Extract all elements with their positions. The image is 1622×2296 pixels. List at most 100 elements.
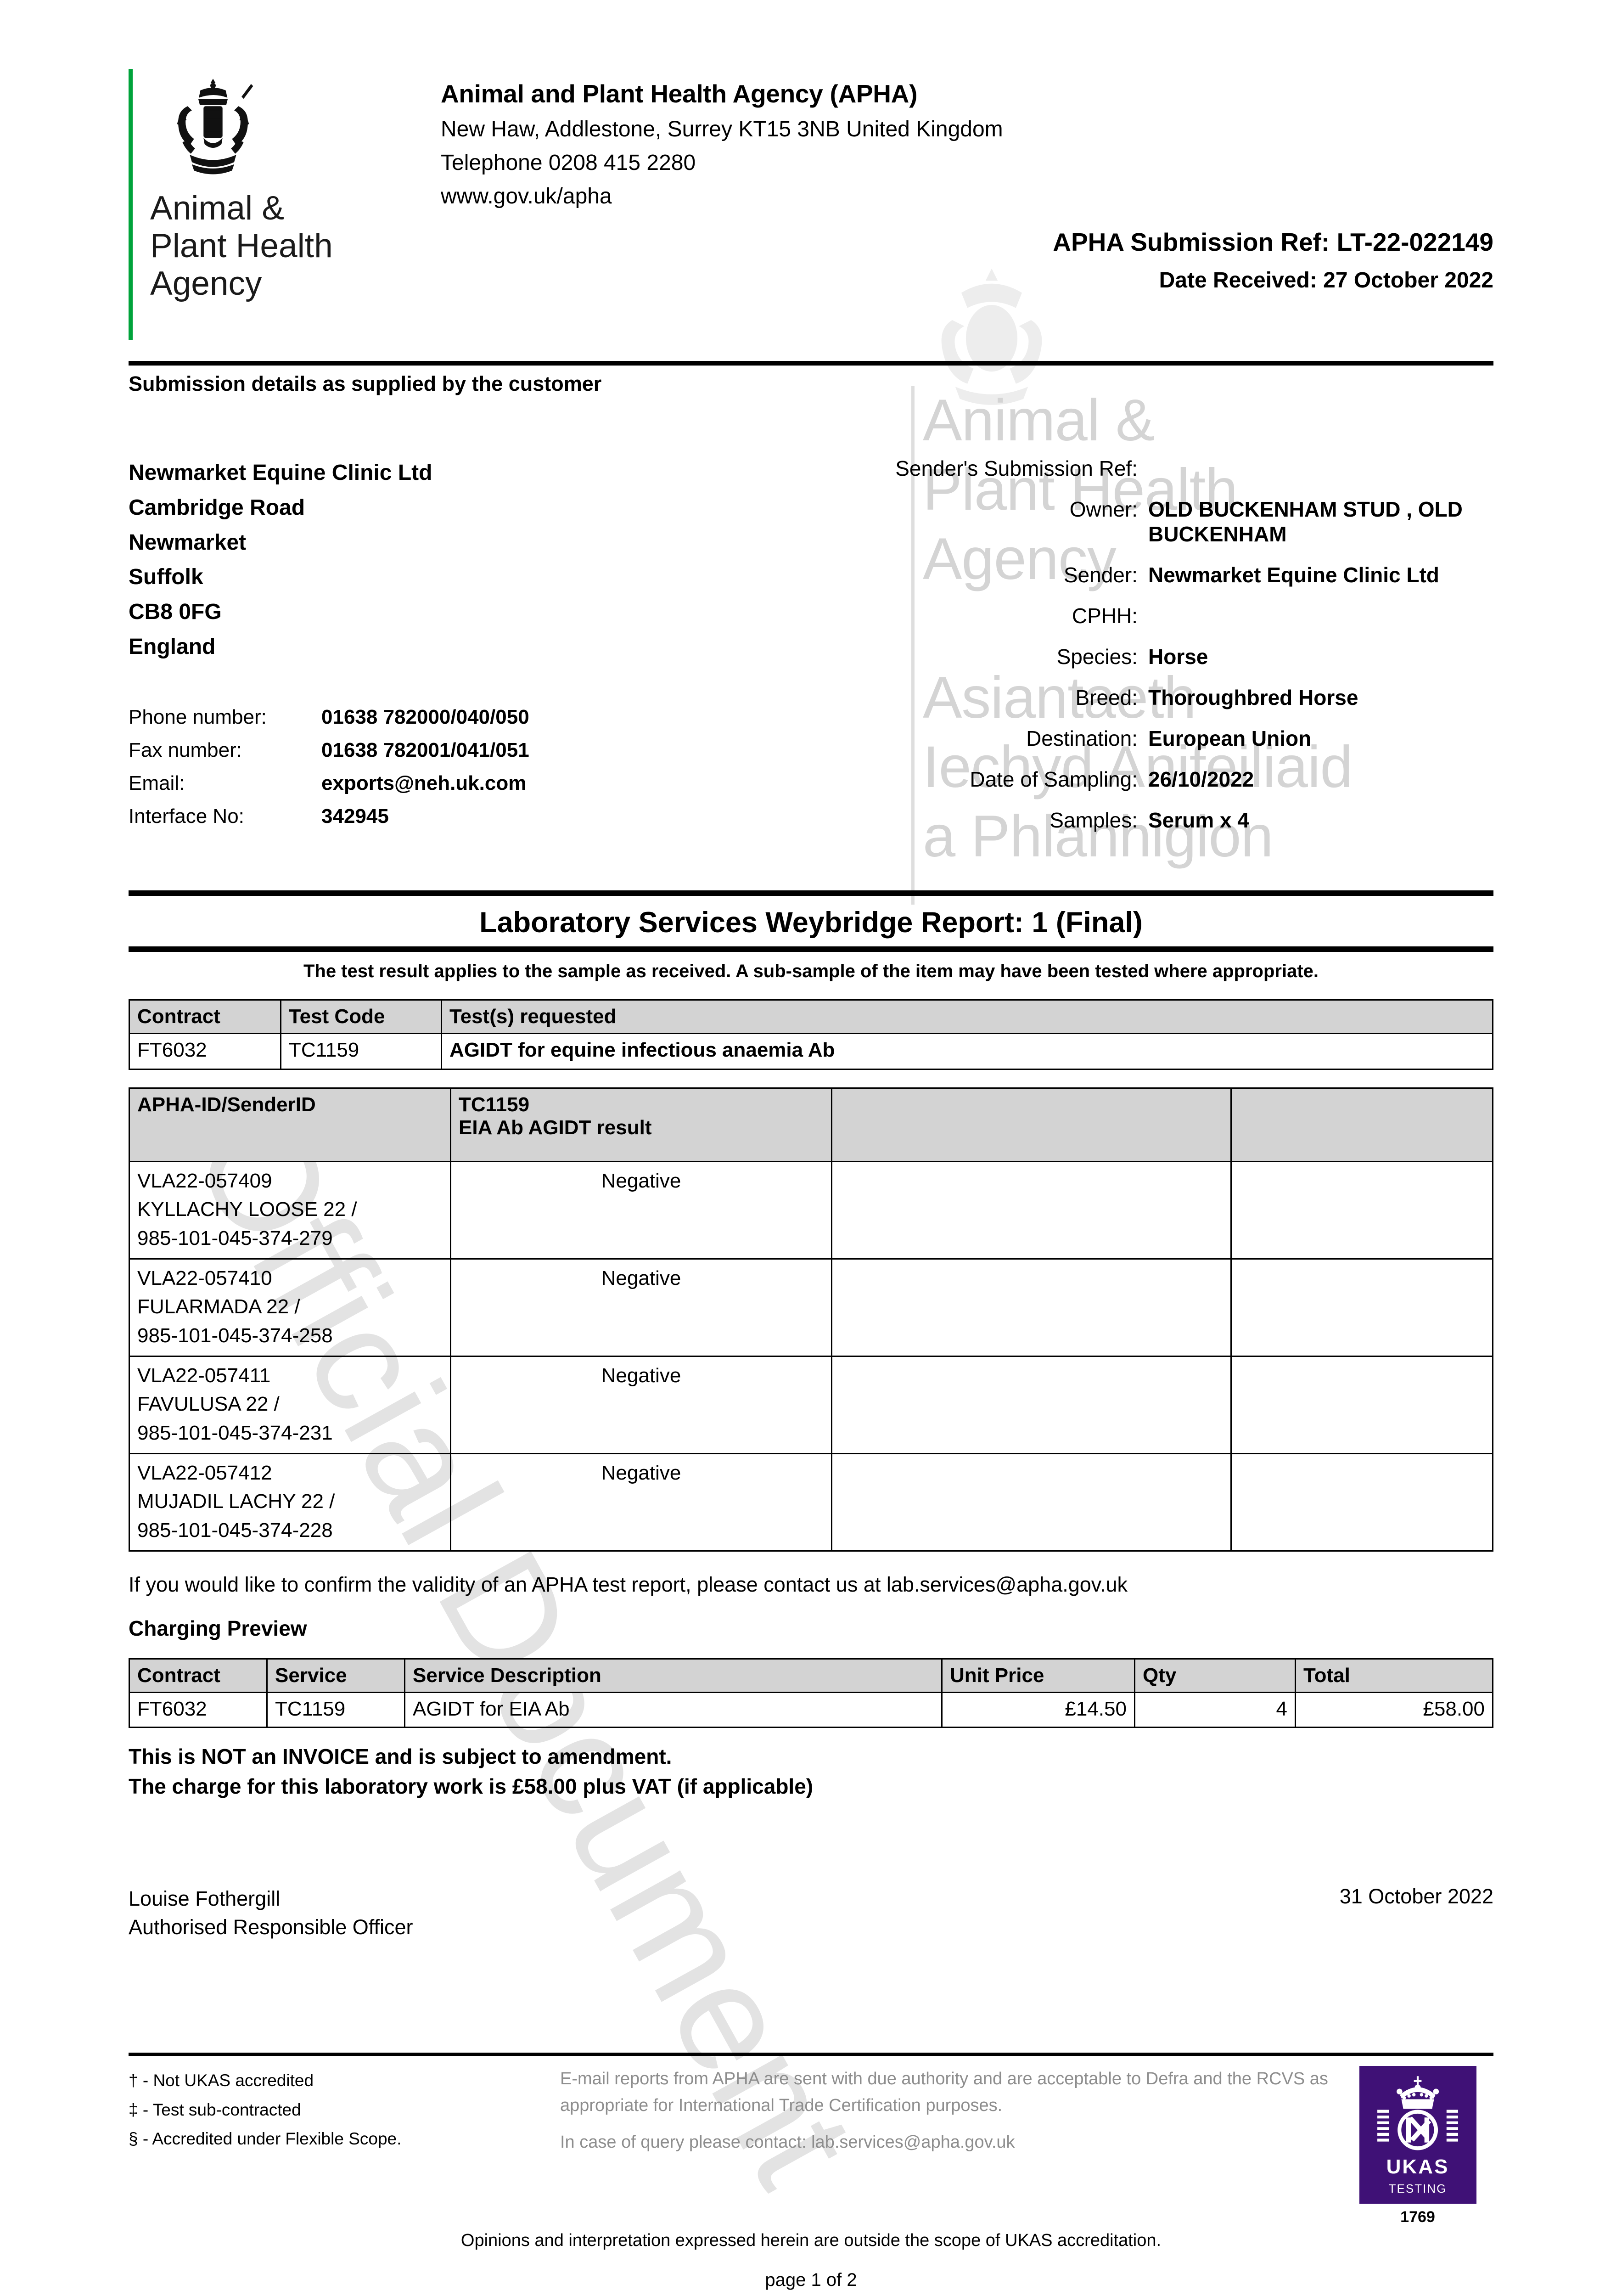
contact-label: Fax number: bbox=[129, 738, 242, 761]
ukas-crown-and-crossed-arrows-icon bbox=[1377, 2076, 1458, 2150]
table-row: VLA22-057411 FAVULUSA 22 / 985-101-045-3… bbox=[129, 1356, 1493, 1454]
charge-unit-price-cell: £14.50 bbox=[941, 1692, 1135, 1728]
customer-contact-table: Phone number: 01638 782000/040/050 Fax n… bbox=[129, 706, 529, 838]
table-row: FT6032 TC1159 AGIDT for equine infectiou… bbox=[129, 1033, 1493, 1070]
accreditation-legend: † - Not UKAS accredited ‡ - Test sub-con… bbox=[129, 2071, 402, 2149]
test-code-cell: TC1159 bbox=[280, 1033, 442, 1070]
footer-notes: E-mail reports from APHA are sent with d… bbox=[542, 2066, 1342, 2226]
charging-preview-heading: Charging Preview bbox=[129, 1616, 307, 1640]
sample-id-cell: VLA22-057412 MUJADIL LACHY 22 / 985-101-… bbox=[129, 1453, 451, 1552]
charge-qty-cell: 4 bbox=[1134, 1692, 1296, 1728]
empty-cell-3 bbox=[831, 1258, 1232, 1357]
apha-logo: Animal & Plant Health Agency bbox=[129, 69, 441, 340]
organisation-title: Animal and Plant Health Agency (APHA) bbox=[441, 79, 918, 108]
document-header: Animal & Plant Health Agency Animal and … bbox=[129, 0, 1493, 340]
signature-date: 31 October 2022 bbox=[1339, 1884, 1493, 1908]
charge-contract-col-header: Contract bbox=[129, 1658, 268, 1693]
organisation-website[interactable]: www.gov.uk/apha bbox=[441, 184, 612, 208]
contract-table-header-row: Contract Test Code Test(s) requested bbox=[129, 999, 1493, 1034]
table-row: VLA22-057409 KYLLACHY LOOSE 22 / 985-101… bbox=[129, 1161, 1493, 1260]
empty-cell-3 bbox=[831, 1161, 1232, 1260]
metadata-value bbox=[1148, 603, 1493, 644]
footer-note-query: In case of query please contact: lab.ser… bbox=[560, 2132, 1015, 2152]
metadata-label: Species: bbox=[1056, 645, 1138, 669]
metadata-label: Sender's Submission Ref: bbox=[895, 456, 1138, 480]
submission-ref-block: APHA Submission Ref: LT-22-022149 Date R… bbox=[441, 227, 1493, 293]
contact-value: 01638 782000/040/050 bbox=[321, 705, 529, 728]
metadata-value: Newmarket Equine Clinic Ltd bbox=[1148, 563, 1439, 587]
test-result-col-header: TC1159 EIA Ab AGIDT result bbox=[450, 1087, 832, 1162]
contract-col-header: Contract bbox=[129, 999, 281, 1034]
contract-table: Contract Test Code Test(s) requested FT6… bbox=[129, 999, 1493, 1070]
authorised-officer-block: Louise Fothergill Authorised Responsible… bbox=[129, 1886, 413, 1939]
validity-note: If you would like to confirm the validit… bbox=[129, 1573, 1128, 1596]
metadata-value: Thoroughbred Horse bbox=[1148, 686, 1358, 709]
report-title-rule-top bbox=[129, 890, 1493, 896]
metadata-value bbox=[1148, 456, 1493, 496]
empty-cell-4 bbox=[1230, 1356, 1493, 1454]
footer-note-authority: E-mail reports from APHA are sent with d… bbox=[560, 2069, 1328, 2115]
table-row: FT6032 TC1159 AGIDT for EIA Ab £14.50 4 … bbox=[129, 1692, 1493, 1728]
metadata-label: Date of Sampling: bbox=[970, 767, 1138, 791]
empty-cell-3 bbox=[831, 1453, 1232, 1552]
metadata-label: CPHH: bbox=[1072, 604, 1138, 628]
royal-coat-of-arms-icon bbox=[177, 79, 253, 174]
empty-cell-3 bbox=[831, 1356, 1232, 1454]
contract-cell: FT6032 bbox=[129, 1033, 281, 1070]
sample-id-cell: VLA22-057410 FULARMADA 22 / 985-101-045-… bbox=[129, 1258, 451, 1357]
sample-id-col-header: APHA-ID/SenderID bbox=[129, 1087, 451, 1162]
apha-logo-wordmark: Animal & Plant Health Agency bbox=[150, 190, 333, 302]
charge-description-cell: AGIDT for EIA Ab bbox=[404, 1692, 943, 1728]
organisation-block: Animal and Plant Health Agency (APHA) Ne… bbox=[441, 69, 1493, 293]
apha-submission-ref: APHA Submission Ref: LT-22-022149 bbox=[1053, 228, 1493, 256]
submission-details-section: Newmarket Equine Clinic Ltd Cambridge Ro… bbox=[129, 456, 1493, 848]
signature-section: Louise Fothergill Authorised Responsible… bbox=[129, 1885, 1493, 1941]
report-title: Laboratory Services Weybridge Report: 1 … bbox=[479, 906, 1143, 939]
metadata-row: Samples: Serum x 4 bbox=[836, 807, 1493, 848]
charge-service-col-header: Service bbox=[266, 1658, 405, 1693]
submission-metadata-block: Sender's Submission Ref: Owner: OLD BUCK… bbox=[799, 456, 1493, 848]
customer-address-block: Newmarket Equine Clinic Ltd Cambridge Ro… bbox=[129, 456, 799, 848]
metadata-row: Sender: Newmarket Equine Clinic Ltd bbox=[836, 562, 1493, 603]
metadata-row: Sender's Submission Ref: bbox=[836, 456, 1493, 496]
charge-description-col-header: Service Description bbox=[404, 1658, 943, 1693]
address-line: Cambridge Road bbox=[129, 495, 305, 520]
contact-label: Interface No: bbox=[129, 805, 244, 827]
contact-value: 342945 bbox=[321, 805, 389, 827]
charge-service-cell: TC1159 bbox=[266, 1692, 405, 1728]
tests-requested-col-header: Test(s) requested bbox=[441, 999, 1493, 1034]
header-divider-rule bbox=[129, 361, 1493, 366]
address-line: Suffolk bbox=[129, 565, 203, 590]
invoice-disclaimer: This is NOT an INVOICE and is subject to… bbox=[129, 1745, 814, 1799]
charge-unit-price-col-header: Unit Price bbox=[941, 1658, 1135, 1693]
report-sample-note: The test result applies to the sample as… bbox=[303, 961, 1319, 981]
contact-row: Interface No: 342945 bbox=[129, 805, 529, 838]
metadata-label: Breed: bbox=[1075, 686, 1138, 709]
metadata-row: CPHH: bbox=[836, 603, 1493, 644]
metadata-value: Horse bbox=[1148, 645, 1208, 669]
tests-requested-cell: AGIDT for equine infectious anaemia Ab bbox=[441, 1033, 1493, 1070]
metadata-value: European Union bbox=[1148, 726, 1312, 750]
sample-id-cell: VLA22-057409 KYLLACHY LOOSE 22 / 985-101… bbox=[129, 1161, 451, 1260]
page-content: Animal & Plant Health Agency Animal and … bbox=[129, 0, 1493, 1941]
submission-details-label: Submission details as supplied by the cu… bbox=[129, 372, 602, 395]
metadata-label: Sender: bbox=[1063, 563, 1138, 587]
test-result-cell: Negative bbox=[450, 1258, 832, 1357]
results-table-header-row: APHA-ID/SenderID TC1159 EIA Ab AGIDT res… bbox=[129, 1087, 1493, 1162]
metadata-row: Date of Sampling: 26/10/2022 bbox=[836, 766, 1493, 807]
page-number: page 1 of 2 bbox=[765, 2270, 857, 2290]
address-line: CB8 0FG bbox=[129, 600, 222, 625]
contact-label: Phone number: bbox=[129, 705, 267, 728]
contact-row: Phone number: 01638 782000/040/050 bbox=[129, 706, 529, 739]
empty-col-header-4 bbox=[1230, 1087, 1493, 1162]
results-table: APHA-ID/SenderID TC1159 EIA Ab AGIDT res… bbox=[129, 1087, 1493, 1552]
contact-value[interactable]: exports@neh.uk.com bbox=[321, 771, 527, 794]
ukas-wordmark: UKAS bbox=[1386, 2155, 1449, 2178]
document-footer: † - Not UKAS accredited ‡ - Test sub-con… bbox=[129, 2053, 1493, 2290]
metadata-row: Destination: European Union bbox=[836, 726, 1493, 766]
table-row: VLA22-057412 MUJADIL LACHY 22 / 985-101-… bbox=[129, 1453, 1493, 1552]
test-result-cell: Negative bbox=[450, 1161, 832, 1260]
ukas-logo: UKAS TESTING bbox=[1359, 2066, 1476, 2204]
address-line: Newmarket Equine Clinic Ltd bbox=[129, 461, 432, 485]
metadata-value: OLD BUCKENHAM STUD , OLD BUCKENHAM bbox=[1148, 497, 1463, 546]
